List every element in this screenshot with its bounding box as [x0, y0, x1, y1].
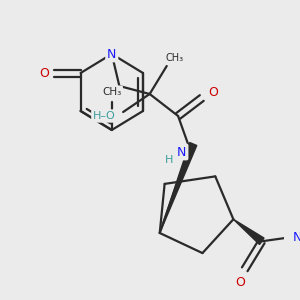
- Text: O: O: [208, 86, 218, 100]
- Text: CH₃: CH₃: [102, 87, 122, 97]
- Polygon shape: [233, 219, 264, 244]
- Text: N: N: [177, 146, 187, 158]
- Text: O: O: [40, 67, 50, 80]
- Text: H: H: [164, 155, 173, 165]
- Text: CH₃: CH₃: [165, 53, 183, 63]
- Text: N: N: [107, 47, 116, 61]
- Text: H–O: H–O: [93, 111, 116, 121]
- Polygon shape: [160, 142, 197, 233]
- Text: N: N: [293, 231, 300, 244]
- Text: O: O: [235, 276, 245, 289]
